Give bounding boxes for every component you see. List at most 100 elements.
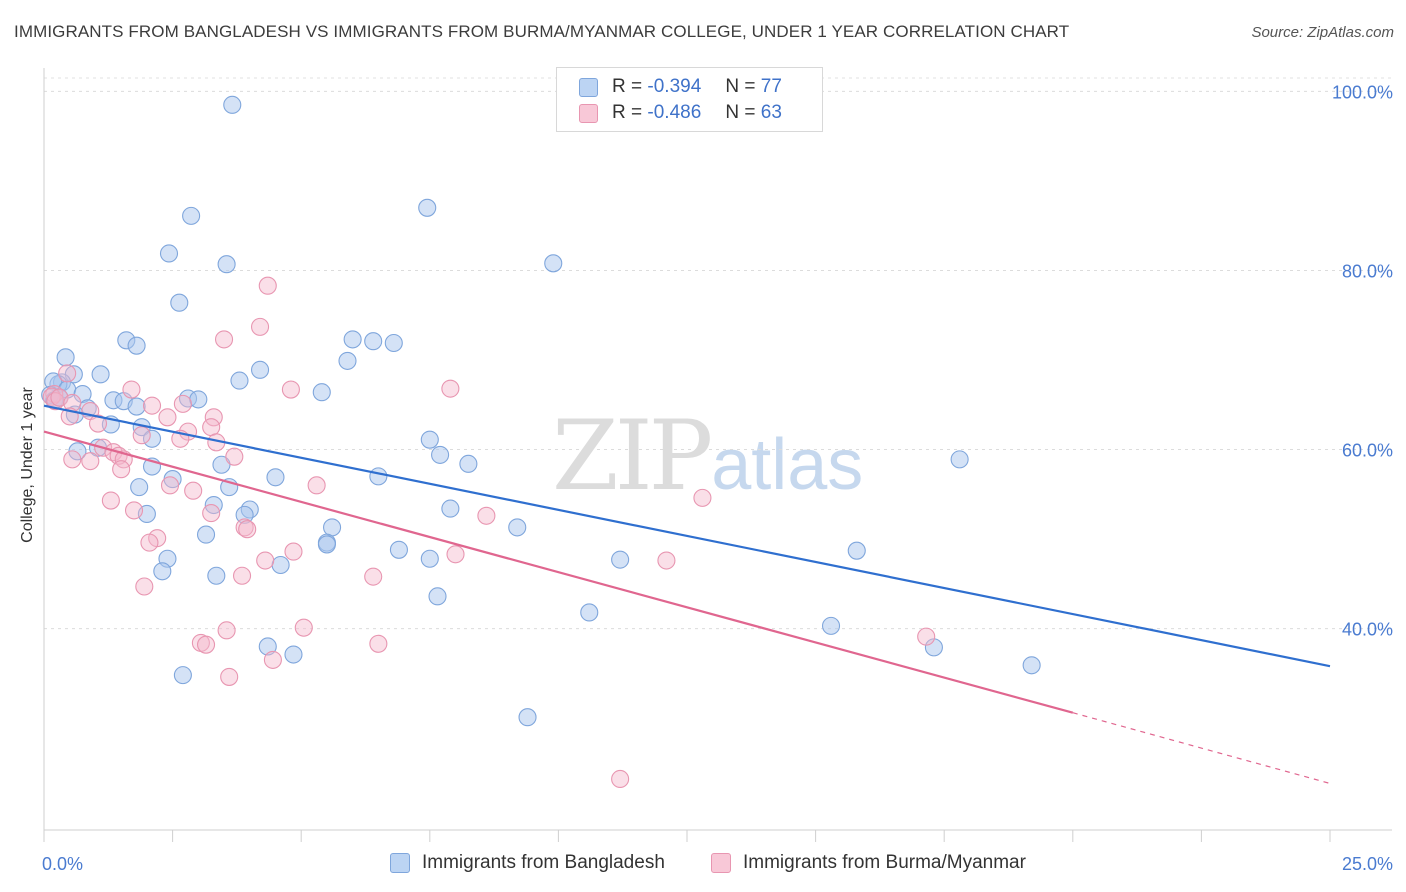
bangladesh-point	[441, 499, 460, 518]
burma-point	[160, 476, 180, 495]
legend-row-burma: R = -0.486 N = 63	[579, 101, 782, 125]
burma-point	[88, 414, 108, 433]
burma-point	[173, 394, 192, 413]
legend-n-value: 77	[760, 76, 782, 97]
y-tick-label: 80.0%	[1342, 261, 1393, 281]
bangladesh-point	[384, 333, 403, 353]
burma-point	[202, 504, 221, 523]
series-legend-burma: Immigrants from Burma/Myanmar	[711, 852, 1026, 874]
bangladesh-point	[142, 429, 162, 448]
bangladesh-point	[173, 666, 192, 685]
bangladesh-trend-line	[43, 404, 1331, 668]
bangladesh-point	[364, 332, 383, 351]
burma-point	[441, 379, 460, 398]
bangladesh-point	[91, 365, 110, 384]
bangladesh-point	[431, 445, 450, 464]
burma-point	[364, 567, 383, 586]
bangladesh-point	[170, 293, 189, 312]
legend-r-value: -0.486	[647, 102, 702, 123]
bangladesh-point	[250, 360, 270, 379]
correlation-legend: R = -0.394 N = 77 R = -0.486 N = 63	[556, 67, 823, 132]
burma-point	[122, 380, 141, 399]
burma-point	[81, 452, 100, 471]
burma-point	[214, 330, 234, 349]
bangladesh-point	[189, 390, 208, 409]
burma-point	[225, 447, 244, 466]
bangladesh-point	[196, 525, 216, 544]
y-tick-label: 40.0%	[1342, 620, 1393, 640]
legend-r-label: R =	[612, 76, 643, 97]
bangladesh-point	[130, 478, 149, 497]
series-swatch-bangladesh	[390, 853, 410, 873]
burma-point	[369, 634, 388, 653]
bangladesh-point	[420, 430, 439, 449]
bangladesh-point	[56, 348, 75, 367]
burma-point	[132, 426, 151, 445]
bangladesh-points	[41, 95, 1041, 727]
burma-point	[101, 491, 120, 510]
legend-swatch-burma	[579, 103, 598, 123]
burma-point	[135, 577, 154, 596]
bangladesh-point	[266, 468, 285, 487]
burma-point	[63, 450, 82, 469]
y-tick-label: 100.0%	[1332, 82, 1393, 102]
bangladesh-point	[343, 330, 362, 349]
burma-point	[294, 618, 313, 637]
x-tick-label: 25.0%	[1342, 854, 1393, 874]
bangladesh-point	[847, 541, 866, 560]
bangladesh-point	[127, 397, 146, 416]
bangladesh-point	[821, 616, 841, 635]
series-legend-bangladesh: Immigrants from Bangladesh	[390, 852, 665, 874]
bangladesh-point	[223, 95, 242, 114]
bangladesh-point	[230, 371, 249, 390]
bangladesh-point	[271, 555, 290, 575]
burma-trend-line	[43, 430, 1074, 714]
burma-point	[184, 481, 203, 500]
bangladesh-point	[338, 351, 357, 370]
bangladesh-point	[418, 198, 437, 217]
burma-point	[158, 408, 177, 427]
legend-row-bangladesh: R = -0.394 N = 77	[579, 75, 782, 99]
bangladesh-point	[212, 455, 231, 474]
bangladesh-point	[950, 450, 969, 469]
legend-r-label: R =	[612, 102, 643, 123]
burma-point	[140, 533, 159, 552]
burma-point	[477, 506, 496, 525]
chart-title: IMMIGRANTS FROM BANGLADESH VS IMMIGRANTS…	[14, 22, 1070, 41]
bangladesh-point	[389, 540, 408, 559]
series-label-bangladesh: Immigrants from Bangladesh	[422, 852, 665, 873]
legend-swatch-bangladesh	[579, 77, 598, 97]
burma-point	[217, 621, 236, 640]
burma-trend-extension	[1072, 712, 1331, 785]
legend-n-label: N =	[725, 102, 756, 123]
burma-point	[238, 520, 257, 539]
bangladesh-point	[159, 244, 179, 263]
bangladesh-point	[127, 336, 146, 355]
burma-point	[307, 476, 326, 495]
x-tick-label: 0.0%	[42, 854, 83, 874]
burma-point	[112, 460, 131, 479]
legend-n-label: N =	[725, 76, 756, 97]
trend-lines	[43, 404, 1331, 785]
bangladesh-point	[1022, 656, 1041, 675]
burma-point	[611, 769, 630, 789]
burma-point	[124, 501, 144, 520]
burma-point	[220, 667, 239, 686]
bangladesh-point	[153, 562, 172, 581]
burma-point	[657, 551, 676, 570]
burma-point	[58, 364, 77, 383]
bangladesh-point	[284, 645, 303, 664]
bangladesh-point	[369, 467, 388, 486]
burma-point	[196, 635, 216, 654]
burma-point	[446, 545, 465, 564]
bangladesh-point	[580, 603, 599, 622]
burma-point	[693, 488, 712, 507]
bangladesh-point	[420, 549, 439, 568]
burma-point	[250, 317, 270, 336]
bangladesh-point	[258, 637, 277, 656]
burma-point	[281, 380, 300, 399]
source-label: Source: ZipAtlas.com	[1251, 24, 1394, 41]
burma-points	[42, 276, 936, 789]
bangladesh-point	[544, 254, 563, 273]
